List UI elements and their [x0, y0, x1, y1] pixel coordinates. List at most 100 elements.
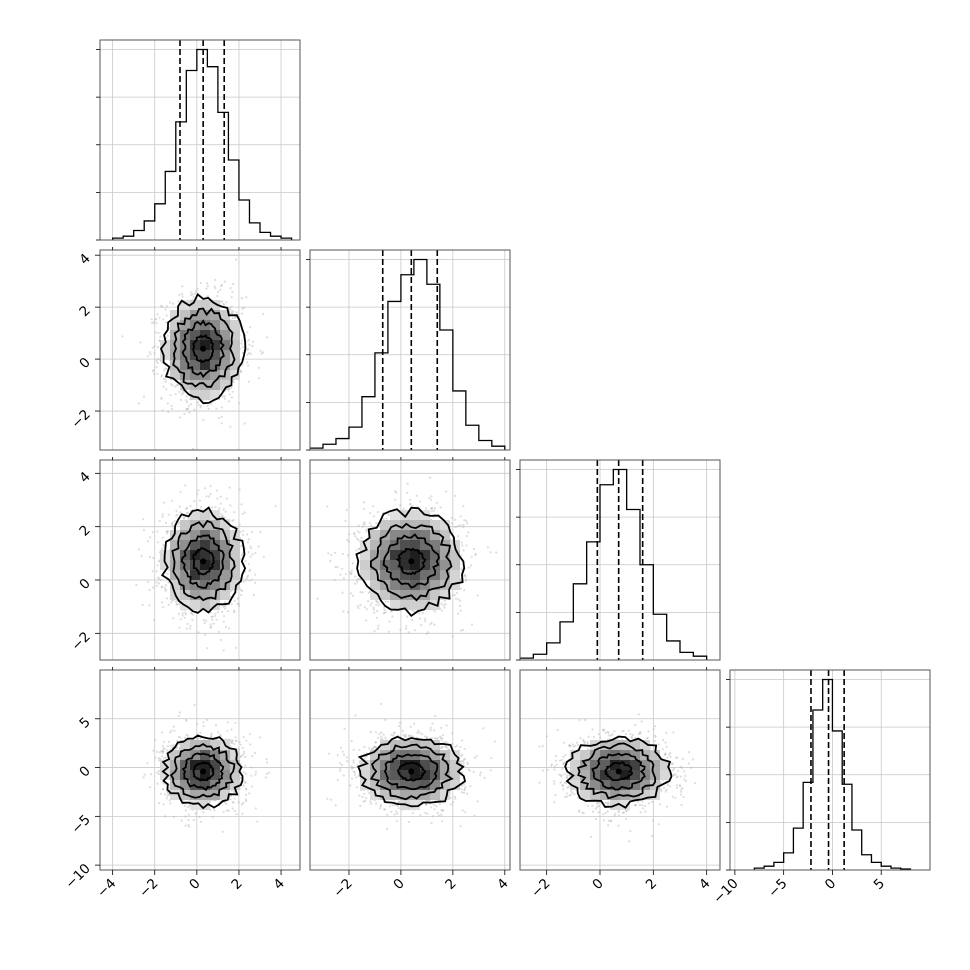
sample-point: [245, 578, 248, 581]
sample-point: [242, 529, 245, 533]
sample-point: [445, 490, 448, 493]
sample-point: [160, 579, 163, 582]
sample-point: [199, 281, 202, 284]
sample-point: [391, 615, 394, 618]
sample-point: [360, 536, 363, 540]
sample-point: [166, 334, 169, 337]
sample-point: [399, 504, 402, 507]
sample-point: [155, 581, 158, 584]
sample-point: [215, 489, 218, 492]
sample-point: [206, 404, 209, 407]
sample-point: [186, 511, 189, 514]
sample-point: [455, 597, 458, 600]
sample-point: [247, 364, 250, 367]
density-cell: [220, 350, 230, 360]
sample-point: [160, 304, 163, 307]
sample-point: [196, 492, 199, 495]
sample-point: [350, 572, 353, 575]
scatter-panel-2-1: [310, 460, 510, 660]
sample-point: [230, 386, 233, 389]
sample-point: [158, 519, 161, 523]
density-cell: [180, 380, 190, 390]
density-cell: [220, 340, 230, 350]
sample-point: [167, 581, 170, 584]
sample-point: [357, 547, 360, 551]
sample-point: [243, 422, 246, 425]
sample-point: [344, 519, 347, 522]
sample-point: [189, 504, 192, 508]
sample-point: [188, 411, 191, 414]
density-cell: [190, 360, 200, 370]
sample-point: [202, 618, 206, 622]
sample-point: [223, 614, 226, 618]
sample-point: [156, 357, 159, 360]
sample-point: [225, 301, 228, 304]
x-tick-label: −5: [765, 876, 790, 901]
sample-point: [257, 545, 260, 548]
density-cell: [220, 320, 230, 330]
density-cell: [160, 340, 170, 350]
sample-point: [230, 312, 233, 315]
sample-point: [440, 609, 443, 612]
sample-point: [148, 604, 151, 607]
histogram-steps: [310, 258, 506, 450]
histogram-frame: [729, 669, 931, 871]
sample-point: [154, 318, 158, 321]
sample-point: [152, 369, 155, 372]
sample-point: [457, 524, 460, 528]
sample-point: [164, 321, 167, 324]
sample-point: [424, 617, 427, 620]
sample-point: [230, 309, 233, 312]
sample-point: [205, 287, 208, 290]
sample-point: [220, 513, 223, 516]
sample-point: [210, 615, 213, 618]
density-cell: [160, 350, 170, 360]
sample-point: [153, 372, 156, 375]
sample-point: [355, 537, 359, 540]
sample-point: [370, 601, 373, 604]
sample-point: [207, 295, 210, 298]
sample-point: [174, 600, 177, 603]
sample-point: [356, 581, 359, 584]
density-cell: [180, 570, 190, 580]
sample-point: [247, 551, 250, 554]
sample-point: [191, 613, 194, 616]
sample-point: [149, 353, 152, 356]
sample-point: [365, 608, 368, 611]
sample-point: [164, 521, 168, 525]
sample-point: [231, 390, 234, 393]
sample-point: [240, 589, 244, 593]
sample-point: [181, 285, 184, 288]
density-cell: [190, 600, 200, 610]
sample-point: [464, 575, 467, 578]
sample-point: [465, 535, 468, 538]
sample-point: [137, 548, 141, 551]
sample-point: [433, 610, 437, 613]
x-tick-label: 0: [822, 876, 839, 893]
sample-point: [387, 513, 390, 517]
sample-point: [207, 407, 210, 410]
sample-point: [416, 505, 419, 508]
sample-point: [214, 287, 217, 290]
sample-point: [156, 313, 159, 316]
sample-point: [191, 618, 194, 621]
sample-point: [365, 530, 368, 533]
sample-point: [383, 606, 386, 609]
contour-3: [160, 506, 247, 614]
density-cell: [180, 300, 190, 310]
sample-point: [231, 312, 234, 315]
sample-point: [364, 619, 368, 622]
sample-point: [362, 507, 365, 511]
sample-point: [228, 486, 231, 489]
sample-point: [460, 554, 463, 557]
sample-point: [182, 516, 186, 519]
sample-point: [179, 511, 182, 514]
density-cell: [200, 310, 210, 320]
sample-point: [223, 395, 226, 398]
sample-point: [246, 541, 249, 544]
sample-point: [176, 384, 179, 387]
sample-point: [155, 366, 158, 369]
sample-point: [157, 577, 160, 580]
sample-point: [454, 494, 457, 497]
sample-point: [472, 547, 476, 551]
